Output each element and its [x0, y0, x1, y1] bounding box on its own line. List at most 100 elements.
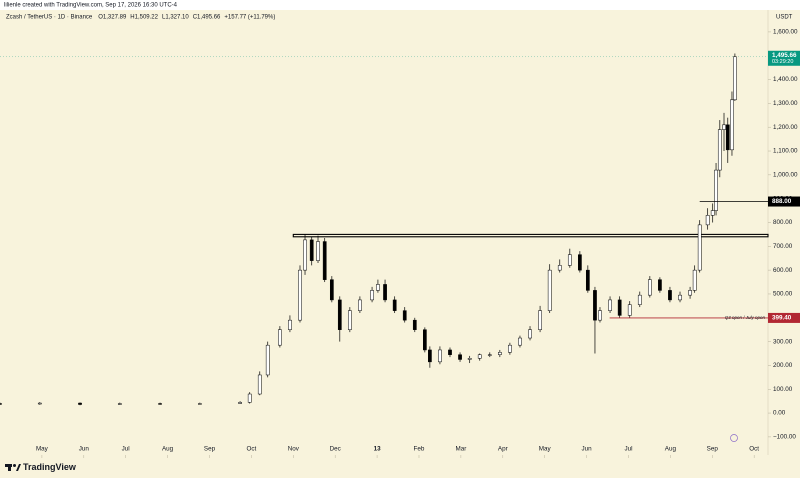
candle-body	[697, 224, 702, 271]
y-tick-label: 1,600.00	[773, 29, 798, 36]
y-tick-label: 1,200.00	[773, 124, 798, 131]
y-tick-label: 0.00	[773, 410, 786, 417]
candle-body	[288, 319, 292, 330]
x-tick-label: Jun	[79, 446, 90, 453]
candle-body	[538, 310, 542, 330]
candle-body	[117, 403, 122, 405]
x-tick-label: Feb	[414, 446, 425, 453]
candle-body	[309, 239, 314, 261]
candle-body	[298, 269, 302, 321]
candle-body	[348, 310, 352, 330]
candle-body	[668, 290, 672, 301]
candle-body	[710, 210, 715, 216]
candle-body	[392, 299, 397, 311]
x-tick-label: Nov	[288, 446, 300, 453]
credit-bar	[0, 0, 800, 10]
candle-body	[438, 349, 442, 363]
logo	[5, 464, 21, 471]
x-tick-label: Jul	[624, 446, 632, 453]
event-icon	[730, 434, 738, 442]
candle-body	[329, 279, 334, 301]
y-tick-label: 700.00	[773, 243, 793, 250]
ohlc-value: O1,327.89	[98, 15, 127, 21]
x-tick-label: Jun	[582, 446, 593, 453]
y-tick-label: 100.00	[773, 386, 793, 393]
price-label: 888.00	[772, 198, 792, 205]
candle-body	[423, 329, 427, 351]
candle-body	[37, 402, 42, 405]
x-tick-label: Apr	[498, 446, 508, 453]
x-tick-label: Aug	[162, 446, 174, 453]
candle-body	[247, 393, 252, 403]
candle-body	[358, 299, 362, 311]
price-label-box	[768, 312, 800, 323]
last-price-box	[768, 50, 800, 66]
credit: lilienle created with TradingView.com, S…	[4, 3, 178, 9]
candle-body	[578, 254, 582, 271]
candle-body	[370, 290, 374, 301]
x-tick-label: Sep	[204, 446, 216, 453]
candle-body	[692, 269, 697, 291]
currency: USDT	[776, 15, 793, 21]
symbol: Zcash / TetherUS · 1D · Binance	[6, 15, 93, 21]
candle-body	[658, 279, 662, 291]
candle-body	[585, 269, 590, 291]
candle-body	[678, 294, 682, 301]
candle-body	[647, 279, 652, 296]
candle-body	[238, 402, 242, 404]
last-price-label: 1,495.66	[772, 52, 797, 59]
y-tick-label: 1,100.00	[773, 148, 798, 155]
candle-body	[627, 304, 632, 316]
candle-body	[303, 239, 307, 271]
price-label-box	[768, 196, 800, 207]
candle-body	[733, 56, 737, 101]
price-label: 399.40	[772, 315, 792, 322]
y-tick-label: 300.00	[773, 338, 793, 345]
candle-body	[730, 99, 734, 151]
x-tick-label: May	[36, 446, 49, 453]
candle-body	[508, 344, 512, 353]
ohlc-value: C1,495.66	[193, 15, 221, 21]
candle-body	[458, 354, 462, 360]
y-tick-label: 1,300.00	[773, 100, 798, 107]
candle-body	[518, 337, 522, 346]
candle-body	[402, 310, 407, 321]
y-tick-label: 600.00	[773, 267, 793, 274]
x-tick-label: Oct	[749, 446, 759, 453]
candle-body	[497, 352, 502, 355]
candle-body	[593, 290, 597, 321]
candle-body	[598, 310, 602, 321]
x-tick-label: Aug	[665, 446, 677, 453]
candle-body	[428, 349, 432, 363]
y-tick-label: −100.00	[773, 434, 796, 441]
candle-body	[717, 129, 722, 171]
y-tick-label: 500.00	[773, 291, 793, 298]
candle-body	[316, 241, 320, 261]
x-tick-label: Oct	[246, 446, 256, 453]
candle-body	[477, 354, 482, 359]
candle-body	[722, 124, 726, 130]
candle-body	[337, 299, 342, 330]
candle-body	[487, 354, 492, 356]
candle-body	[725, 124, 730, 151]
ohlc-value: H1,509.22	[130, 15, 158, 21]
x-tick-label: Dec	[330, 446, 341, 453]
candle-body	[608, 299, 612, 311]
candle-body	[158, 403, 162, 405]
countdown: 03:29:20	[772, 59, 793, 65]
ohlc-value: L1,327.10	[162, 15, 189, 21]
x-tick-label: Jul	[122, 446, 130, 453]
level-note: Q3 open / July open	[725, 315, 766, 320]
candle-body	[383, 284, 387, 301]
footer	[0, 456, 800, 478]
candle-body	[637, 294, 642, 305]
candle-body	[278, 329, 282, 346]
candle-body	[467, 358, 472, 360]
y-tick-label: 1,400.00	[773, 76, 798, 83]
candle-body	[198, 403, 202, 405]
candle-body	[547, 269, 552, 311]
y-tick-label: 800.00	[773, 219, 793, 226]
